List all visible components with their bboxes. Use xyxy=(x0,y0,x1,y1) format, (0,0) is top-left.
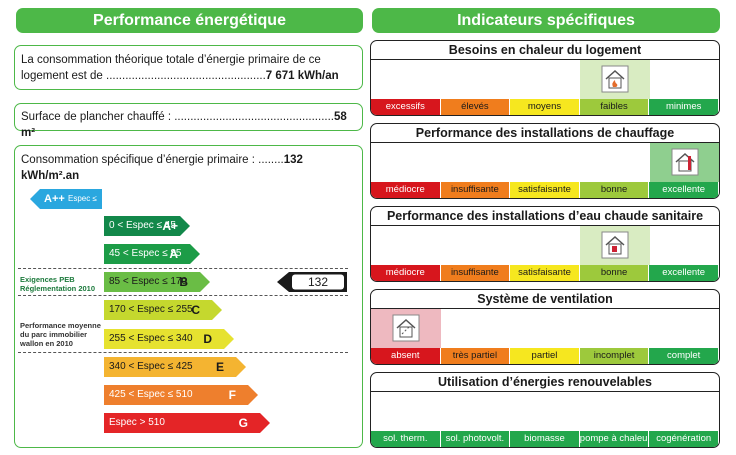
specific-value: 132 kWh/m².an xyxy=(21,154,303,182)
indicator-title: Utilisation d’énergies renouvelables xyxy=(371,373,719,392)
indicator-heat-needs: Besoins en chaleur du logement excessifs… xyxy=(370,40,720,116)
indicator-scale: excessifs élevés moyens faibles minimes xyxy=(371,99,719,115)
class-arrow-ap: 0 < Espec ≤ 45 A+ xyxy=(104,216,190,236)
current-value-marker: 132 xyxy=(277,272,347,292)
class-arrow-a: 45 < Espec ≤ 85 A xyxy=(104,244,200,264)
indicator-scale: médiocre insuffisante satisfaisante bonn… xyxy=(371,182,719,198)
class-arrow-e: 340 < Espec ≤ 425 E xyxy=(104,357,246,377)
indicator-renewables: Utilisation d’énergies renouvelables sol… xyxy=(370,372,720,448)
surface-line: Surface de plancher chauffé : ..........… xyxy=(21,109,356,141)
class-arrow-b: 85 < Espec ≤ 170 B xyxy=(104,272,210,292)
peb-divider-bottom xyxy=(18,295,348,296)
avg-divider xyxy=(18,352,348,353)
total-consumption-box: La consommation théorique totale d’énerg… xyxy=(14,45,363,90)
energy-performance-header: Performance énergétique xyxy=(16,8,363,33)
indicator-title: Performance des installations d’eau chau… xyxy=(371,207,719,226)
indicator-heating: Performance des installations de chauffa… xyxy=(370,123,720,199)
consumption-text-2: logement est de ........................… xyxy=(21,70,266,82)
class-arrow-app: A++ Espec ≤ 0 xyxy=(30,189,102,223)
class-arrow-d: 255 < Espec ≤ 340 D xyxy=(104,329,234,349)
indicator-title: Système de ventilation xyxy=(371,290,719,309)
house-water-icon xyxy=(601,231,629,259)
consumption-text-1: La consommation théorique totale d’énerg… xyxy=(21,54,321,66)
class-arrow-f: 425 < Espec ≤ 510 F xyxy=(104,385,258,405)
specific-line: Consommation spécifique d’énergie primai… xyxy=(21,152,362,184)
indicator-hot-water: Performance des installations d’eau chau… xyxy=(370,206,720,282)
indicator-scale: médiocre insuffisante satisfaisante bonn… xyxy=(371,265,719,281)
surface-box: Surface de plancher chauffé : ..........… xyxy=(14,103,363,139)
house-ventilation-icon xyxy=(392,314,420,342)
average-performance-label: Performance moyenne du parc immobilier wal… xyxy=(20,321,101,348)
current-value: 132 xyxy=(307,275,329,289)
specific-indicators-header: Indicateurs spécifiques xyxy=(372,8,720,33)
indicator-area xyxy=(371,143,719,182)
specific-label: Consommation spécifique d’énergie primai… xyxy=(21,154,284,166)
indicator-area xyxy=(371,60,719,99)
indicator-area xyxy=(371,392,719,431)
indicator-scale: absent très partiel partiel incomplet co… xyxy=(371,348,719,364)
indicator-title: Performance des installations de chauffa… xyxy=(371,124,719,143)
surface-label: Surface de plancher chauffé : ..........… xyxy=(21,111,334,123)
surface-value: 58 m² xyxy=(21,111,347,139)
indicator-scale: sol. therm. sol. photovolt. biomasse pom… xyxy=(371,431,719,447)
house-radiator-icon xyxy=(671,148,699,176)
indicator-area xyxy=(371,309,719,348)
consumption-line-2: logement est de ........................… xyxy=(21,68,356,84)
class-arrow-g: Espec > 510 G xyxy=(104,413,270,433)
house-icon xyxy=(601,65,629,93)
peb-requirements-label: Exigences PEB Réglementation 2010 xyxy=(20,275,96,293)
indicator-ventilation: Système de ventilation absent très parti… xyxy=(370,289,720,365)
indicator-title: Besoins en chaleur du logement xyxy=(371,41,719,60)
indicator-area xyxy=(371,226,719,265)
consumption-value: 7 671 kWh/an xyxy=(265,70,339,82)
peb-divider-top xyxy=(18,268,348,269)
class-arrow-c: 170 < Espec ≤ 255 C xyxy=(104,300,222,320)
